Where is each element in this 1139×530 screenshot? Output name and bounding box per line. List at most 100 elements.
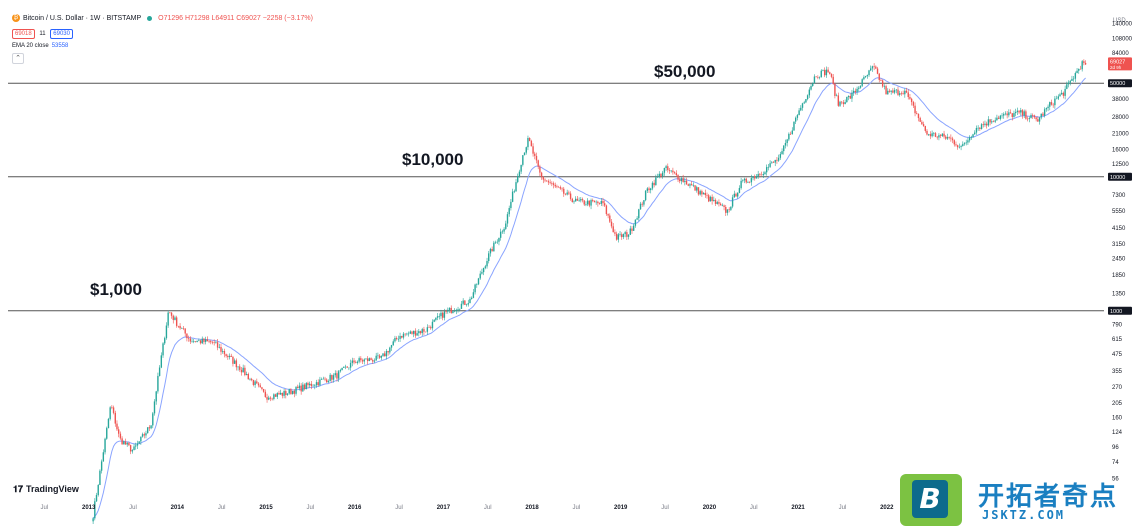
current-price-tag-countdown: 2d 9h: [1110, 65, 1122, 70]
candle-body: [701, 191, 703, 195]
candle-body: [366, 358, 369, 362]
candle-body: [583, 200, 585, 205]
candle-body: [1079, 68, 1082, 70]
candle-body: [177, 325, 180, 327]
candle-body: [290, 389, 292, 395]
currency-label: USD: [1113, 18, 1126, 24]
candle-body: [948, 137, 950, 138]
candle-body: [810, 85, 812, 90]
candle-body: [363, 359, 365, 362]
candle-body: [308, 383, 311, 386]
candle-body: [242, 367, 244, 373]
candle-body: [1057, 96, 1059, 99]
candle-body: [131, 450, 134, 452]
candle-body: [765, 167, 768, 173]
candle-body: [767, 166, 770, 168]
candle-body: [1043, 109, 1046, 116]
candle-body: [100, 461, 103, 471]
candle-body: [600, 201, 602, 204]
candle-body: [982, 124, 984, 125]
candle-body: [919, 118, 921, 122]
market-status-icon: [147, 15, 153, 21]
candle-body: [955, 144, 957, 146]
candle-body: [752, 176, 754, 179]
candle-body: [462, 300, 464, 304]
candle-body: [581, 199, 584, 201]
candle-body: [931, 133, 933, 137]
candle-body: [440, 312, 442, 317]
current-price-tag-bg: [1108, 57, 1132, 71]
candle-body: [317, 382, 319, 386]
candle-body: [295, 386, 297, 394]
candle-body: [540, 172, 543, 177]
candle-body: [140, 436, 142, 442]
chevron-up-icon[interactable]: ⌃: [12, 53, 24, 64]
candle-body: [337, 371, 340, 379]
candle-body: [629, 228, 631, 235]
candle-body: [1033, 115, 1036, 118]
candle-body: [660, 173, 662, 177]
candle-body: [682, 178, 684, 182]
candle-body: [621, 234, 623, 238]
candle-body: [673, 172, 676, 174]
candle-body: [702, 192, 705, 195]
candle-body: [416, 333, 418, 336]
candle-body: [626, 232, 628, 237]
candle-body: [107, 418, 110, 429]
x-tick-label: Jul: [218, 505, 226, 511]
candle-body: [252, 379, 255, 385]
candle-body: [663, 168, 666, 173]
candle-body: [470, 297, 473, 299]
candle-body: [892, 90, 894, 93]
candle-body: [595, 201, 597, 203]
symbol-title[interactable]: Bitcoin / U.S. Dollar · 1W · BITSTAMP: [23, 14, 142, 22]
candle-body: [549, 182, 551, 184]
candle-body: [910, 98, 913, 103]
candle-body: [668, 170, 671, 171]
candle-body: [493, 242, 495, 252]
candle-body: [247, 373, 249, 380]
candle-body: [474, 284, 476, 293]
candle-body: [963, 143, 966, 145]
candle-body: [320, 379, 323, 380]
candle-body: [858, 87, 860, 89]
candle-body: [690, 184, 693, 186]
candle-body: [1078, 68, 1080, 71]
candle-body: [1003, 114, 1005, 116]
candle-body: [965, 142, 967, 144]
candle-body: [953, 140, 955, 145]
sell-button[interactable]: 69018: [12, 29, 35, 39]
candle-body: [929, 134, 932, 137]
candle-body: [1081, 61, 1083, 70]
candle-body: [713, 199, 715, 201]
candle-body: [895, 89, 897, 91]
candle-body: [220, 346, 222, 352]
annotation-10000: $10,000: [402, 150, 464, 169]
tradingview-logo[interactable]: 𝟏𝟕 TradingView: [13, 484, 79, 495]
candle-body: [655, 177, 657, 186]
level-tag-1000-bg: [1108, 306, 1132, 315]
candle-body: [1062, 92, 1065, 96]
candle-body: [754, 176, 756, 179]
candle-body: [457, 309, 459, 310]
candle-body: [651, 182, 654, 189]
candle-body: [1071, 78, 1073, 81]
candle-body: [844, 102, 846, 105]
candle-body: [859, 85, 862, 88]
candle-body: [97, 484, 99, 496]
candle-body: [472, 292, 475, 298]
indicator-legend[interactable]: EMA 20 close 53558: [12, 43, 68, 49]
candle-body: [291, 390, 294, 395]
x-tick-label: 2014: [171, 505, 185, 511]
tradingview-label: TradingView: [26, 484, 79, 494]
candle-body: [117, 429, 120, 434]
candle-body: [104, 438, 106, 453]
y-tick-label: 28000: [1112, 115, 1129, 121]
candle-body: [825, 69, 828, 76]
candle-body: [830, 73, 833, 77]
buy-button[interactable]: 69030: [50, 29, 73, 39]
candle-body: [138, 441, 140, 444]
candle-body: [181, 328, 183, 329]
candle-body: [837, 95, 840, 106]
